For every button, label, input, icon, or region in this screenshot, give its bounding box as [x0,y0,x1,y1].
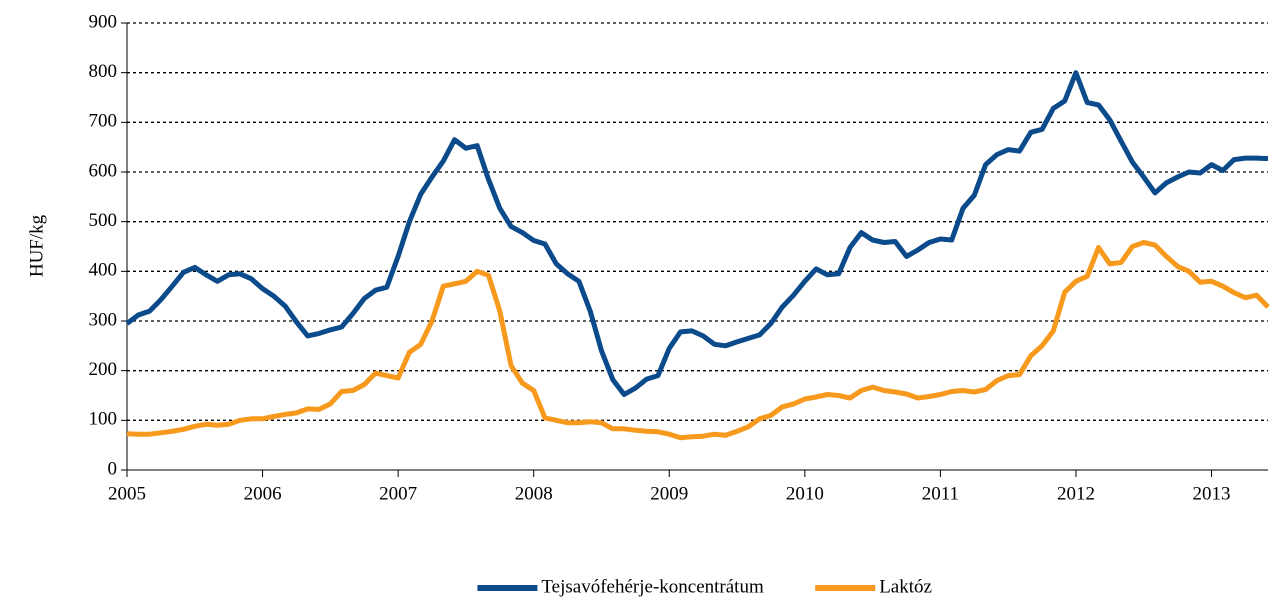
x-tick-label: 2008 [515,483,553,504]
x-tick-label: 2010 [786,483,824,504]
x-tick-label: 2006 [244,483,282,504]
y-tick-label: 200 [89,359,118,380]
x-tick-label: 2007 [379,483,417,504]
y-tick-label: 600 [89,160,118,181]
series-line [126,240,1270,441]
series-line [125,70,1269,397]
legend-label: Laktóz [879,576,932,597]
y-tick-label: 0 [108,458,118,479]
y-tick-label: 100 [89,409,118,430]
y-tick-label: 800 [89,61,118,82]
x-tick-label: 2012 [1057,483,1095,504]
legend-label: Tejsavófehérje-koncentrátum [541,576,764,597]
x-tick-label: 2005 [108,483,146,504]
x-tick-label: 2013 [1193,483,1231,504]
y-tick-label: 500 [89,210,118,231]
x-tick-label: 2011 [922,483,959,504]
y-tick-label: 300 [89,309,118,330]
y-tick-label: 700 [89,111,118,132]
y-tick-label: 400 [89,260,118,281]
y-axis-label: HUF/kg [26,214,47,277]
y-tick-label: 900 [89,11,118,32]
x-tick-label: 2009 [650,483,688,504]
